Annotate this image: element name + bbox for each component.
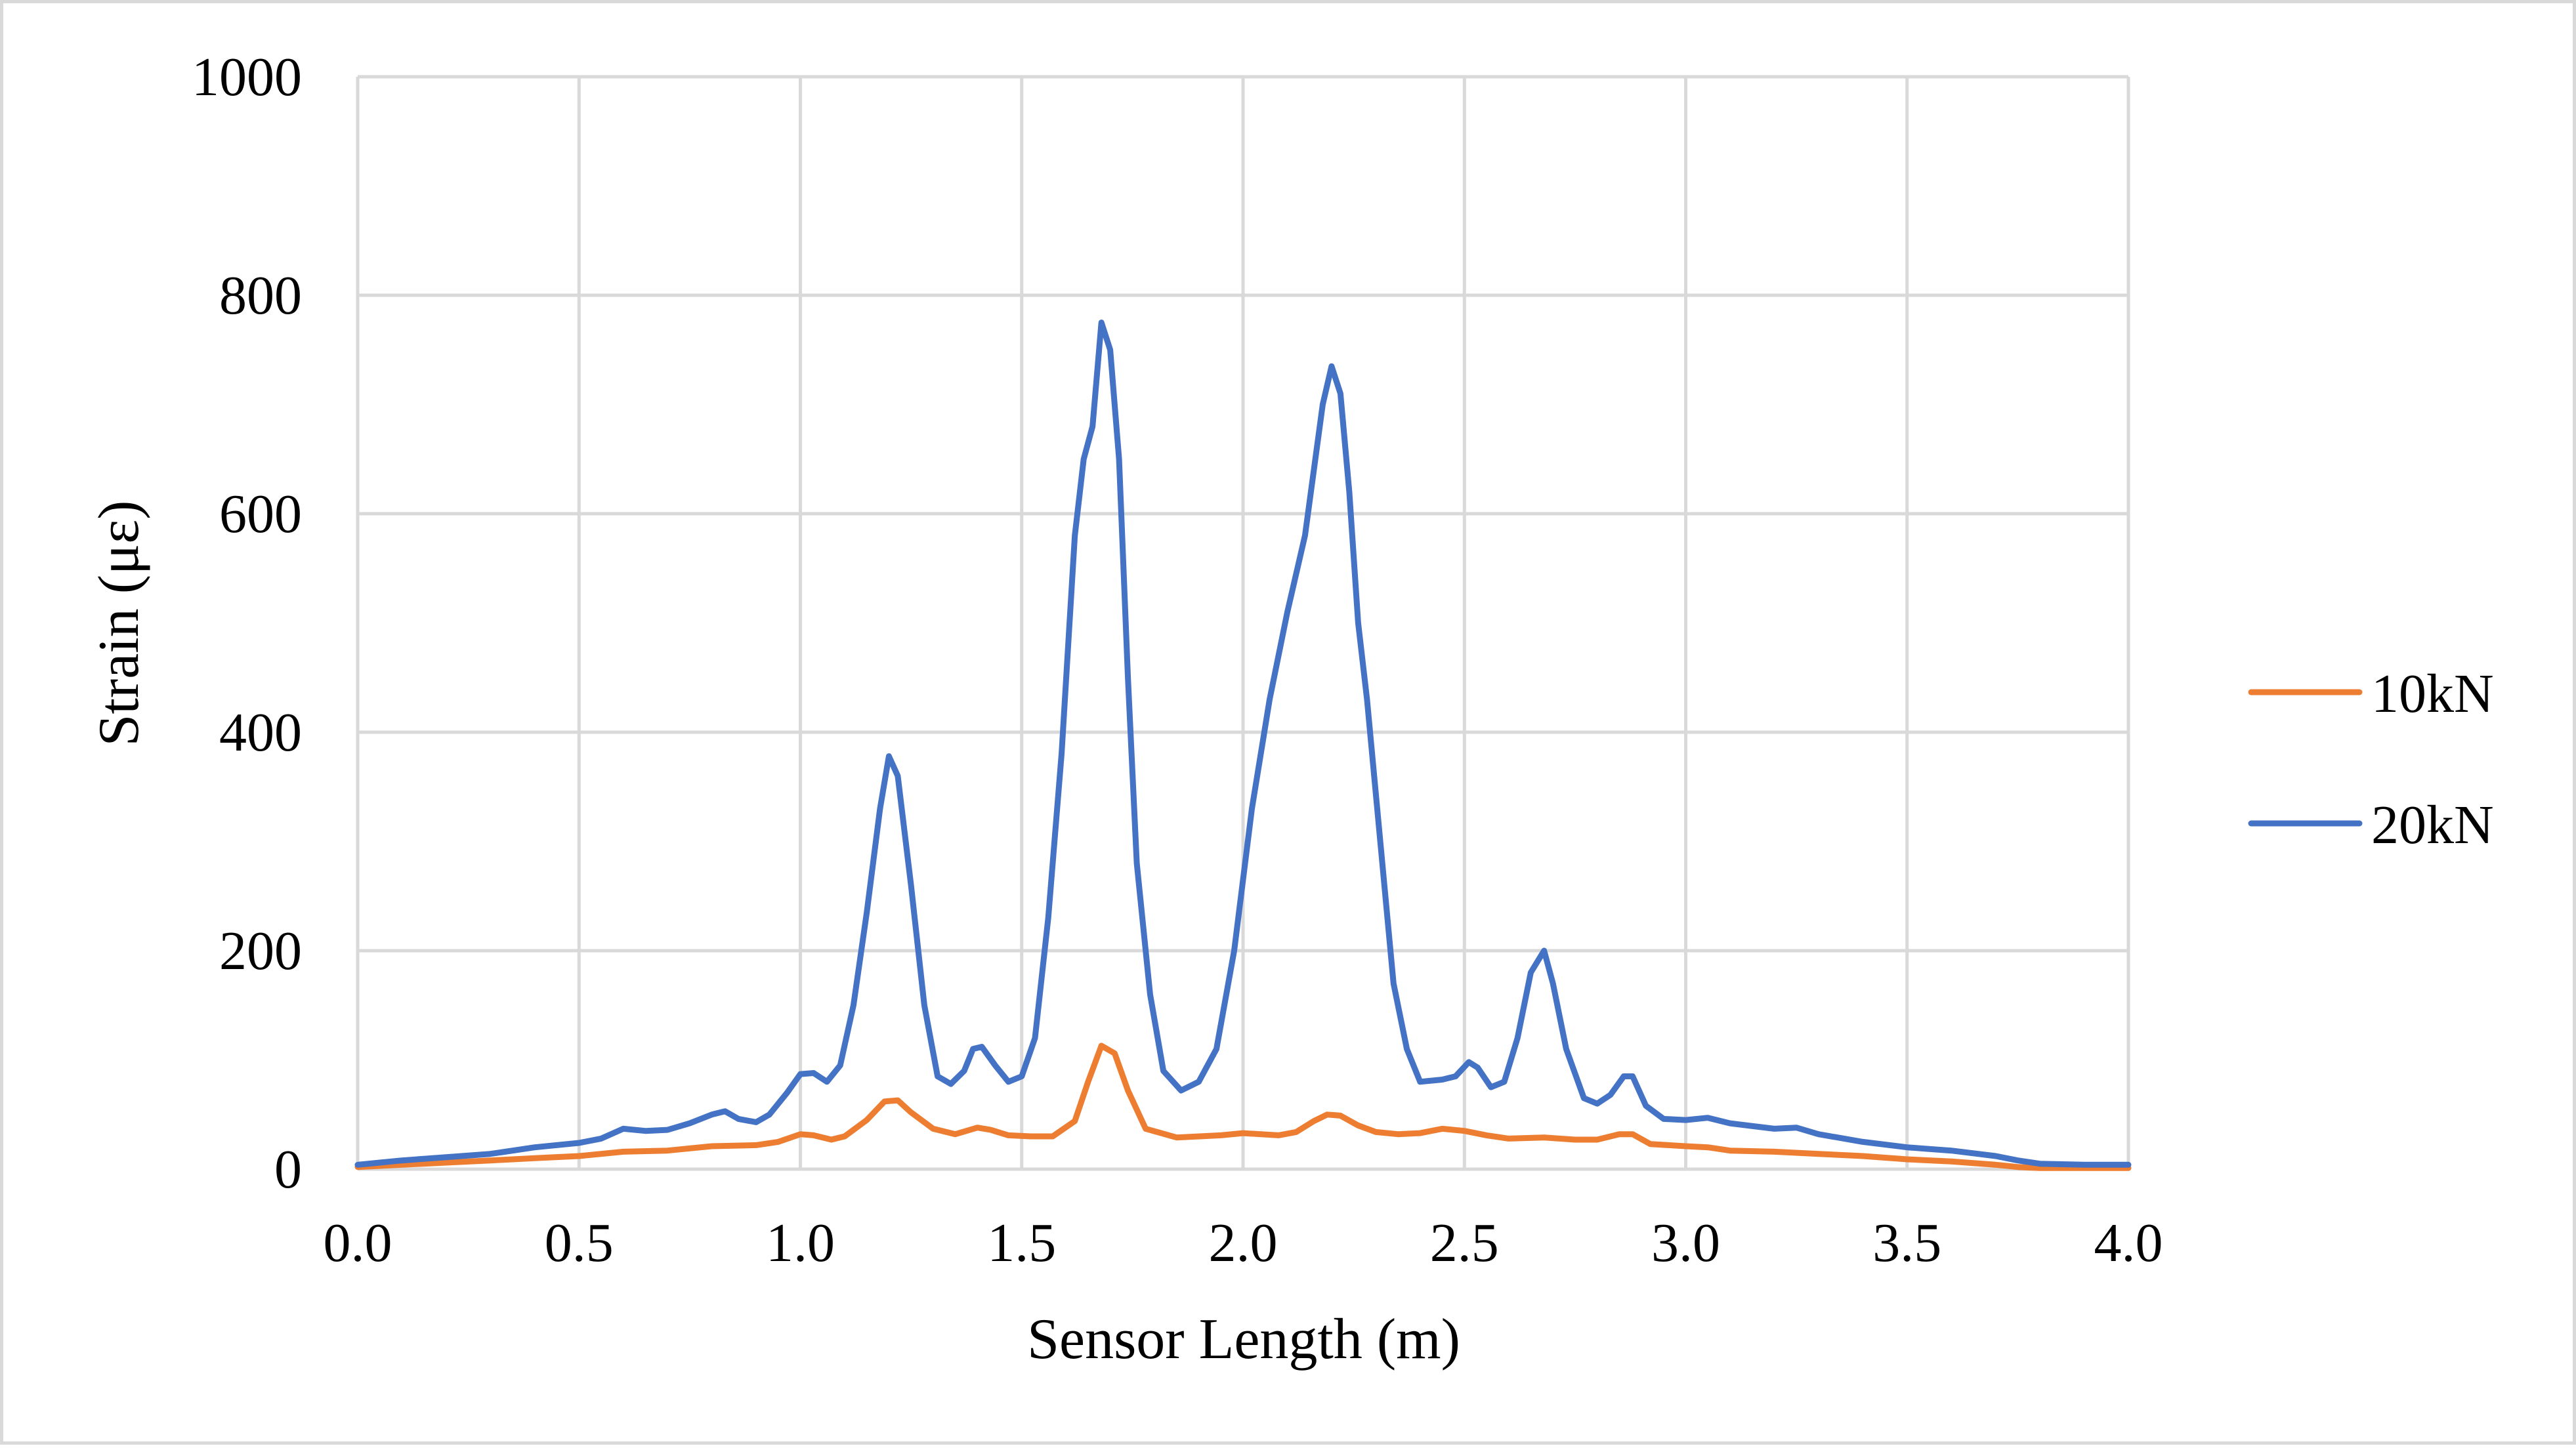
y-axis-ticks: 0 200 400 600 800 1000 — [192, 47, 302, 1200]
series-line-20kn — [354, 320, 2132, 1168]
x-tick-label-4: 2.0 — [1209, 1212, 1278, 1273]
horizontal-gridlines — [358, 75, 2128, 1171]
x-axis-ticks: 0.0 0.5 1.0 1.5 2.0 2.5 3.0 3.5 4.0 — [324, 1212, 2163, 1273]
x-tick-label-2: 1.0 — [766, 1212, 835, 1273]
x-tick-label-1: 0.5 — [545, 1212, 614, 1273]
y-tick-label-3: 600 — [219, 484, 302, 545]
vertical-gridlines — [356, 77, 2130, 1169]
x-axis-title: Sensor Length (m) — [1027, 1308, 1460, 1371]
series-line-10kn — [354, 1043, 2132, 1171]
y-tick-label-5: 1000 — [192, 47, 302, 108]
y-tick-label-2: 400 — [219, 702, 302, 763]
y-axis-title: Strain (με) — [87, 501, 151, 747]
x-tick-label-6: 3.0 — [1651, 1212, 1720, 1273]
y-tick-label-1: 200 — [219, 921, 302, 982]
y-tick-label-0: 0 — [274, 1139, 302, 1200]
x-tick-label-5: 2.5 — [1430, 1212, 1499, 1273]
legend-label-10kn: 10kN — [2371, 663, 2494, 724]
x-tick-label-8: 4.0 — [2094, 1212, 2163, 1273]
x-tick-label-3: 1.5 — [987, 1212, 1056, 1273]
series-lines — [354, 320, 2132, 1171]
x-tick-label-7: 3.5 — [1872, 1212, 1941, 1273]
line-chart: 0.0 0.5 1.0 1.5 2.0 2.5 3.0 3.5 4.0 0 200 400 600 80… — [87, 47, 2494, 1371]
x-tick-label-0: 0.0 — [324, 1212, 392, 1273]
legend-label-20kn: 20kN — [2371, 795, 2494, 856]
legend: 10kN 20kN — [2248, 663, 2494, 856]
y-tick-label-4: 800 — [219, 265, 302, 326]
